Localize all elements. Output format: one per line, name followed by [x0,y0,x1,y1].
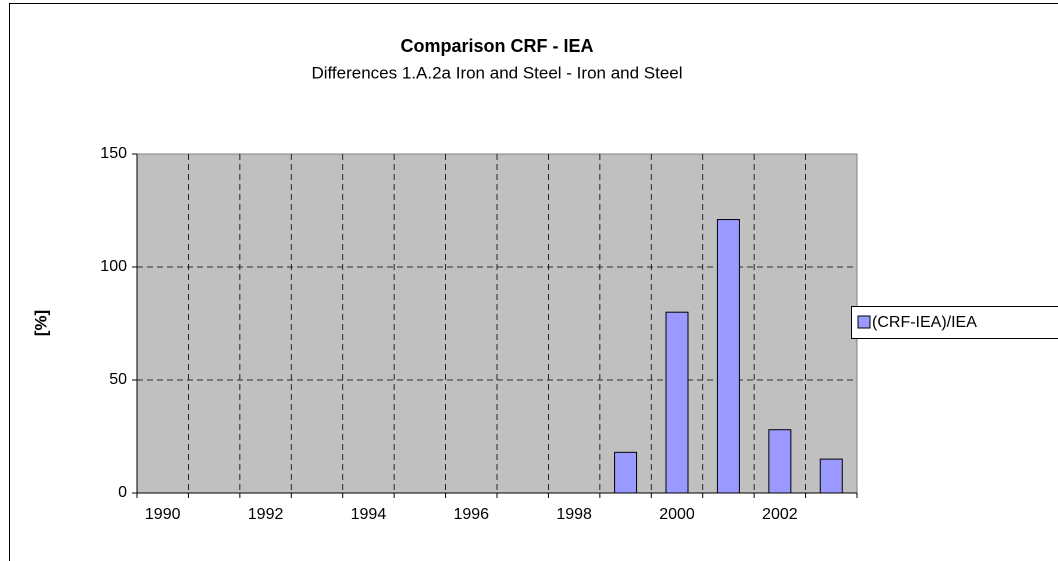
x-tick-label: 2000 [659,506,695,523]
bar [614,451,638,494]
y-tick-label: 100 [100,258,127,275]
legend-label: (CRF-IEA)/IEA [872,314,977,331]
x-tick-label: 1990 [145,506,181,523]
bar [768,429,792,494]
legend-box [851,306,1058,339]
bar [819,458,843,494]
chart-subtitle: Differences 1.A.2a Iron and Steel - Iron… [311,63,682,82]
bar [665,311,689,494]
y-tick-label: 150 [100,145,127,162]
x-tick-label: 1994 [351,506,387,523]
bar [716,219,740,494]
chart-title: Comparison CRF - IEA [400,36,593,56]
y-tick-label: 50 [109,371,127,388]
y-tick-label: 0 [118,484,127,501]
y-axis-title: [%] [31,310,50,336]
legend-swatch [857,315,871,329]
x-tick-label: 2002 [762,506,798,523]
x-tick-label: 1996 [453,506,489,523]
x-tick-label: 1998 [556,506,592,523]
x-tick-label: 1992 [248,506,284,523]
